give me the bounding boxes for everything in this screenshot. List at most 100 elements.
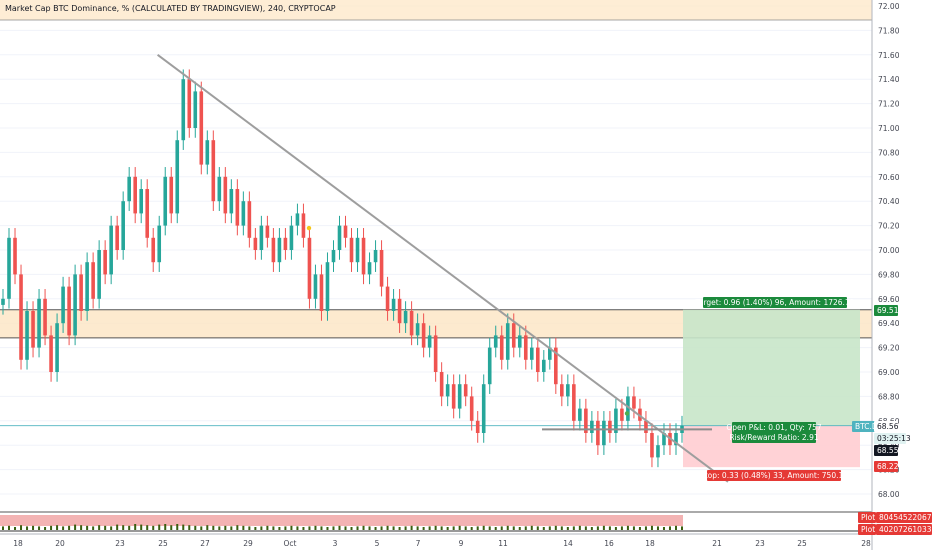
other-price-badge-bg <box>874 445 898 456</box>
candle-body <box>421 323 426 348</box>
candle-body <box>331 250 336 263</box>
volume-bar <box>32 525 35 530</box>
volume-bar <box>440 526 443 530</box>
price-tick-label: 69.00 <box>878 368 900 377</box>
volume-bar <box>368 526 371 530</box>
volume-bar <box>350 527 353 530</box>
candle-body <box>541 359 546 372</box>
price-tick-label: 69.40 <box>878 319 900 328</box>
candle-body <box>397 298 402 324</box>
time-tick-label: 20 <box>55 539 65 548</box>
candle-body <box>199 91 204 165</box>
volume-bar <box>272 526 275 530</box>
volume-bar <box>68 525 71 530</box>
volume-bar <box>224 525 227 530</box>
volume-bar <box>578 525 581 530</box>
candle-body <box>614 408 618 433</box>
price-tick-label: 69.60 <box>878 295 900 304</box>
price-tick-label: 71.60 <box>878 51 900 60</box>
candle-body <box>145 189 150 238</box>
price-tick-label: 70.80 <box>878 148 900 157</box>
volume-bar <box>674 525 677 530</box>
volume-bar <box>392 526 395 530</box>
candle-body <box>656 445 660 458</box>
volume-bar <box>398 527 401 530</box>
candle-body <box>157 225 162 263</box>
volume-bar <box>626 525 629 530</box>
plot-value-label-bg <box>876 512 932 523</box>
target-label: Target: 0.96 (1.40%) 96, Amount: 1726.72 <box>695 298 855 307</box>
time-tick-label: 28 <box>861 539 871 548</box>
price-tick-label: 68.00 <box>878 490 900 499</box>
candle-body <box>295 213 300 226</box>
symbol-badge: BTC.D <box>855 422 878 431</box>
candle-body <box>566 384 570 397</box>
volume-bar <box>476 526 479 530</box>
volume-bar <box>506 525 509 530</box>
volume-bar <box>422 527 425 530</box>
volume-bar <box>56 525 59 530</box>
volume-bar <box>608 526 611 530</box>
volume-bar <box>164 524 167 530</box>
volume-bar <box>428 526 431 530</box>
volume-bar <box>434 525 437 530</box>
candle-body <box>127 176 131 202</box>
candle-body <box>379 250 384 287</box>
time-tick-label: 18 <box>645 539 655 548</box>
volume-bar <box>170 525 173 530</box>
volume-bar <box>656 526 659 530</box>
volume-bar <box>230 526 233 530</box>
volume-bar <box>464 526 467 530</box>
plot-name-label: Plot <box>861 525 875 534</box>
candle-body <box>325 262 330 311</box>
candle-body <box>403 311 408 324</box>
volume-bar <box>620 526 623 530</box>
candle-body <box>596 420 600 446</box>
candle-body <box>674 433 678 446</box>
candle-body <box>662 433 666 446</box>
volume-bar <box>308 526 311 530</box>
candle-body <box>211 140 216 202</box>
candle-body <box>31 311 35 348</box>
time-tick-label: 29 <box>243 539 253 548</box>
time-tick-label: 3 <box>333 539 338 548</box>
last-price-badge: 68.56 <box>877 422 899 431</box>
candle-body <box>427 335 432 348</box>
price-tick-label: 71.20 <box>878 100 900 109</box>
candle-body <box>367 262 372 275</box>
volume-bar <box>386 525 389 530</box>
time-tick-label: 11 <box>498 539 508 548</box>
candle-body <box>433 335 438 372</box>
last-price-badge-bg <box>874 421 898 432</box>
volume-bar <box>278 527 281 530</box>
volume-bar <box>338 525 341 530</box>
price-tick-label: 72.00 <box>878 2 900 11</box>
candle-body <box>163 176 168 226</box>
candle-body <box>560 384 564 397</box>
plot-value-label: 804545220672.87 <box>879 513 932 522</box>
candle-body <box>67 286 71 336</box>
volume-bar <box>98 525 101 530</box>
volume-bar <box>380 526 383 530</box>
candle-body <box>535 347 540 372</box>
volume-bar <box>8 525 11 530</box>
volume-bar <box>596 526 599 530</box>
candle-body <box>554 347 558 385</box>
volume-bar <box>542 527 545 530</box>
time-tick-label: 16 <box>604 539 614 548</box>
price-tick-label: 71.00 <box>878 124 900 133</box>
volume-bar <box>614 527 617 530</box>
candle-body <box>415 323 420 336</box>
candle-body <box>79 274 83 311</box>
target-label-bg <box>703 297 847 308</box>
time-tick-label: 9 <box>459 539 464 548</box>
candle-body <box>463 384 468 397</box>
volume-bar <box>632 526 635 530</box>
price-tick-label: 71.80 <box>878 26 900 35</box>
candle-body <box>43 298 47 336</box>
candle-body <box>37 298 41 348</box>
volume-bar <box>638 527 641 530</box>
candle-body <box>193 91 198 128</box>
volume-bar <box>530 525 533 530</box>
